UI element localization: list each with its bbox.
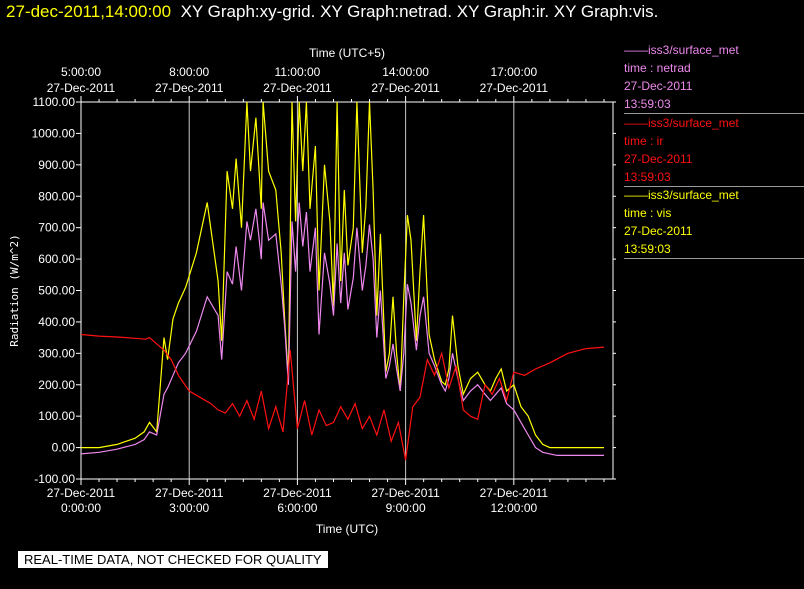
top-tick-label-time: 8:00:00 bbox=[169, 65, 209, 79]
top-axis-title: Time (UTC+5) bbox=[309, 46, 385, 60]
y-tick-label: 600.00 bbox=[38, 252, 75, 266]
legend-divider bbox=[624, 113, 804, 114]
legend-ir-time: 13:59:03 bbox=[624, 170, 671, 184]
y-tick-label: 400.00 bbox=[38, 315, 75, 329]
legend-netrad-var: time : netrad bbox=[624, 61, 691, 75]
top-tick-label-date: 27-Dec-2011 bbox=[263, 81, 332, 95]
legend-vis-name: iss3/surface_met bbox=[648, 188, 739, 202]
top-tick-label-date: 27-Dec-2011 bbox=[480, 81, 549, 95]
legend-netrad-date: 27-Dec-2011 bbox=[624, 79, 693, 93]
top-tick-label-time: 14:00:00 bbox=[382, 65, 429, 79]
legend-vis: ——iss3/surface_met time : vis 27-Dec-201… bbox=[624, 186, 804, 259]
header-title: 27-dec-2011,14:00:00 XY Graph:xy-grid. X… bbox=[6, 2, 658, 22]
x-tick-label-time: 3:00:00 bbox=[169, 501, 209, 515]
x-tick-label-time: 0:00:00 bbox=[61, 501, 101, 515]
y-tick-label: 200.00 bbox=[38, 378, 75, 392]
legend-netrad-name: iss3/surface_met bbox=[648, 43, 739, 57]
x-tick-label-time: 6:00:00 bbox=[277, 501, 317, 515]
x-tick-label-time: 9:00:00 bbox=[386, 501, 426, 515]
top-tick-label-time: 17:00:00 bbox=[490, 65, 537, 79]
y-axis-title: Radiation (W/m^2) bbox=[8, 234, 21, 347]
x-tick-label-time: 12:00:00 bbox=[490, 501, 537, 515]
series-line-time-ir bbox=[81, 333, 605, 461]
legend-divider bbox=[624, 186, 804, 187]
series-line-time-netrad bbox=[81, 202, 604, 456]
y-tick-label: 1000.00 bbox=[32, 126, 76, 140]
legend-ir-var: time : ir bbox=[624, 134, 664, 148]
legend-netrad-time: 13:59:03 bbox=[624, 97, 671, 111]
x-axis-title: Time (UTC) bbox=[316, 522, 378, 536]
top-tick-label-time: 5:00:00 bbox=[61, 65, 101, 79]
top-tick-label-date: 27-Dec-2011 bbox=[371, 81, 440, 95]
header-timestamp: 27-dec-2011,14:00:00 bbox=[6, 2, 172, 21]
x-tick-label-date: 27-Dec-2011 bbox=[371, 486, 440, 500]
series-line-time-vis bbox=[81, 102, 604, 449]
x-tick-label-date: 27-Dec-2011 bbox=[155, 486, 224, 500]
y-tick-label: 1100.00 bbox=[33, 95, 76, 109]
legend-ir: ——iss3/surface_met time : ir 27-Dec-2011… bbox=[624, 114, 804, 187]
legend-vis-date: 27-Dec-2011 bbox=[624, 224, 693, 238]
legend-vis-var: time : vis bbox=[624, 206, 672, 220]
legend-ir-name: iss3/surface_met bbox=[648, 116, 739, 130]
y-tick-label: 700.00 bbox=[38, 221, 75, 235]
y-tick-label: 100.00 bbox=[38, 409, 75, 423]
legend-netrad: ——iss3/surface_met time : netrad 27-Dec-… bbox=[624, 41, 804, 114]
y-tick-label: -100.00 bbox=[34, 472, 75, 486]
y-tick-label: 800.00 bbox=[38, 189, 75, 203]
top-tick-label-time: 11:00:00 bbox=[274, 65, 320, 79]
y-tick-label: 900.00 bbox=[38, 158, 75, 172]
x-tick-label-date: 27-Dec-2011 bbox=[47, 486, 116, 500]
top-tick-label-date: 27-Dec-2011 bbox=[155, 81, 224, 95]
y-tick-label: 500.00 bbox=[38, 284, 75, 298]
x-tick-label-date: 27-Dec-2011 bbox=[480, 486, 549, 500]
y-tick-label: 0.00 bbox=[52, 441, 76, 455]
x-tick-label-date: 27-Dec-2011 bbox=[263, 486, 332, 500]
legend-ir-date: 27-Dec-2011 bbox=[624, 152, 693, 166]
top-tick-label-date: 27-Dec-2011 bbox=[47, 81, 116, 95]
y-tick-label: 300.00 bbox=[38, 346, 75, 360]
legend-vis-time: 13:59:03 bbox=[624, 242, 671, 256]
header-graph-list: XY Graph:xy-grid. XY Graph:netrad. XY Gr… bbox=[180, 2, 659, 21]
legend-divider bbox=[624, 258, 804, 259]
quality-disclaimer: REAL-TIME DATA, NOT CHECKED FOR QUALITY bbox=[18, 551, 328, 568]
